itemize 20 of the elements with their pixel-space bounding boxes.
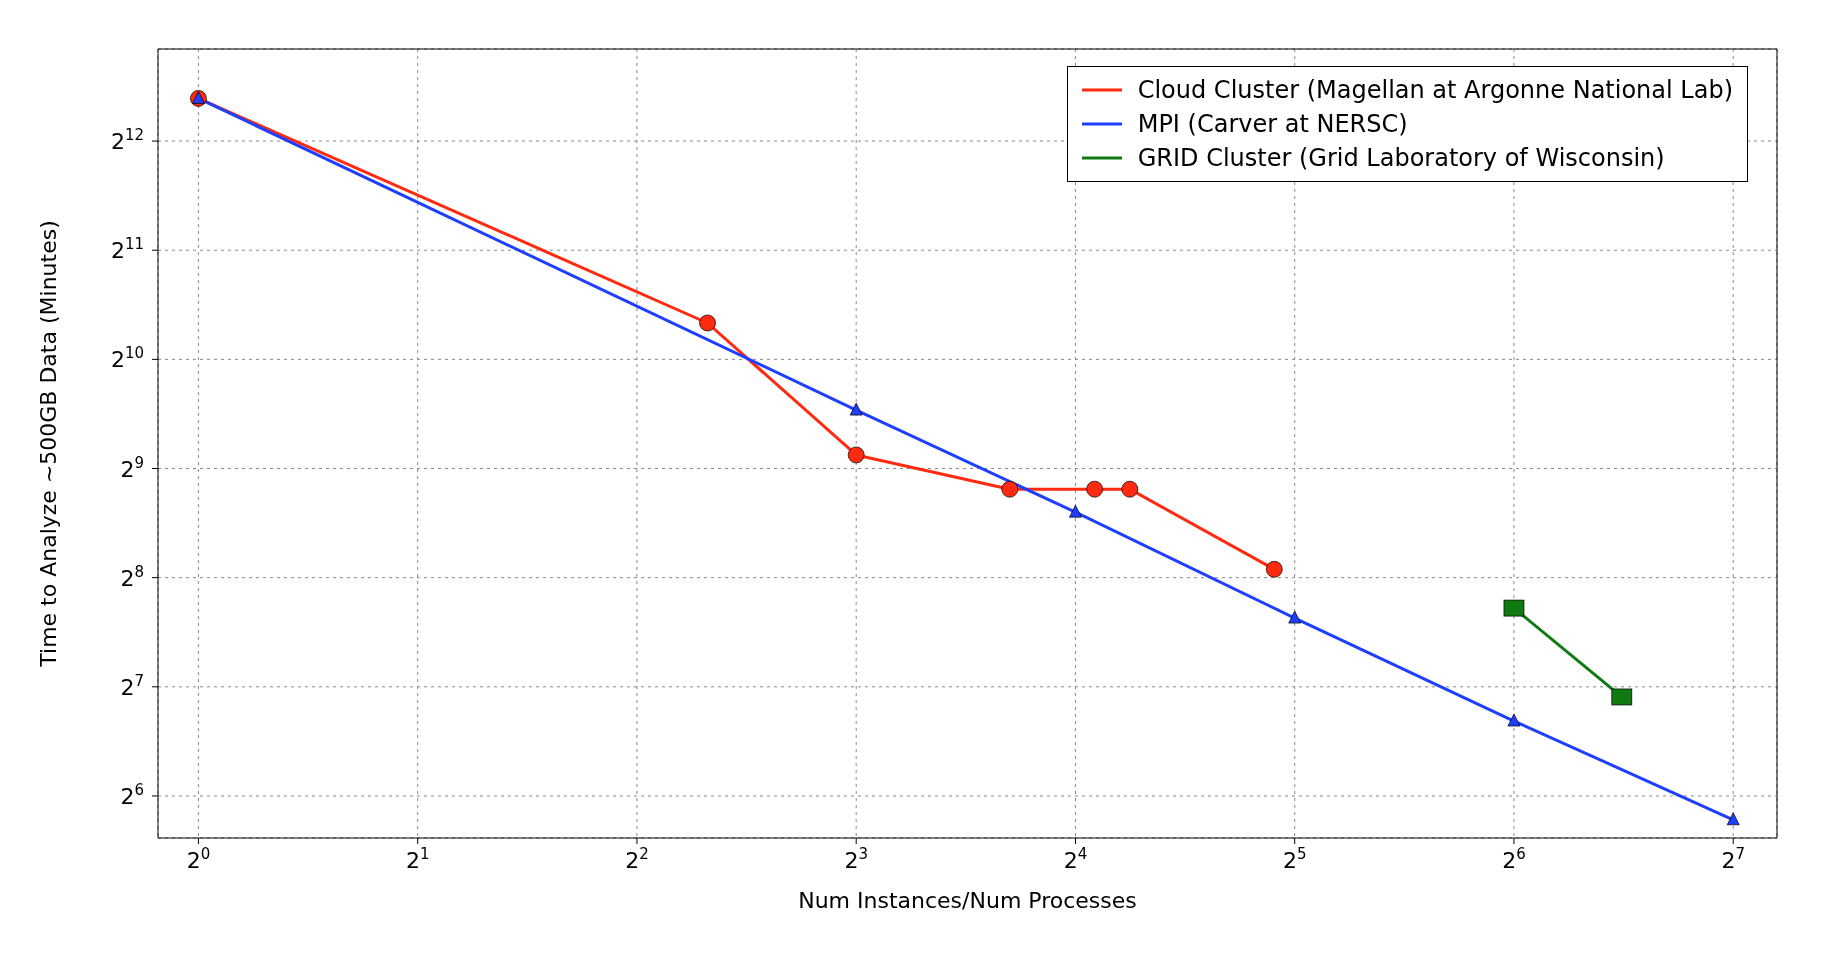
x-tick-label: 2$^{4}$: [1063, 845, 1088, 873]
x-tick-label: 2$^{2}$: [625, 845, 649, 873]
x-tick-label: 2$^{0}$: [186, 845, 211, 873]
y-tick-label: 2$^{12}$: [110, 126, 144, 155]
y-axis-title: Time to Analyze ~500GB Data (Minutes): [35, 220, 61, 668]
x-tick-label: 2$^{7}$: [1721, 845, 1745, 873]
legend-label: GRID Cluster (Grid Laboratory of Wisconsin): [1137, 143, 1665, 174]
legend-label: Cloud Cluster (Magellan at Argonne National Lab): [1137, 75, 1733, 106]
y-tick-label: 2$^{11}$: [110, 235, 144, 264]
y-tick-label: 2$^{8}$: [120, 562, 144, 591]
y-tick-label: 2$^{9}$: [120, 453, 144, 482]
x-axis-title: Num Instances/Num Processes: [798, 888, 1137, 913]
y-tick-label: 2$^{10}$: [110, 344, 144, 373]
x-tick-label: 2$^{6}$: [1502, 845, 1526, 873]
x-tick-label: 2$^{5}$: [1282, 845, 1307, 873]
x-tick-label: 2$^{3}$: [844, 845, 868, 873]
x-tick-label: 2$^{1}$: [405, 845, 430, 873]
legend-label: MPI (Carver at NERSC): [1137, 109, 1408, 140]
y-tick-label: 2$^{7}$: [120, 671, 144, 700]
y-tick-label: 2$^{6}$: [120, 780, 144, 809]
